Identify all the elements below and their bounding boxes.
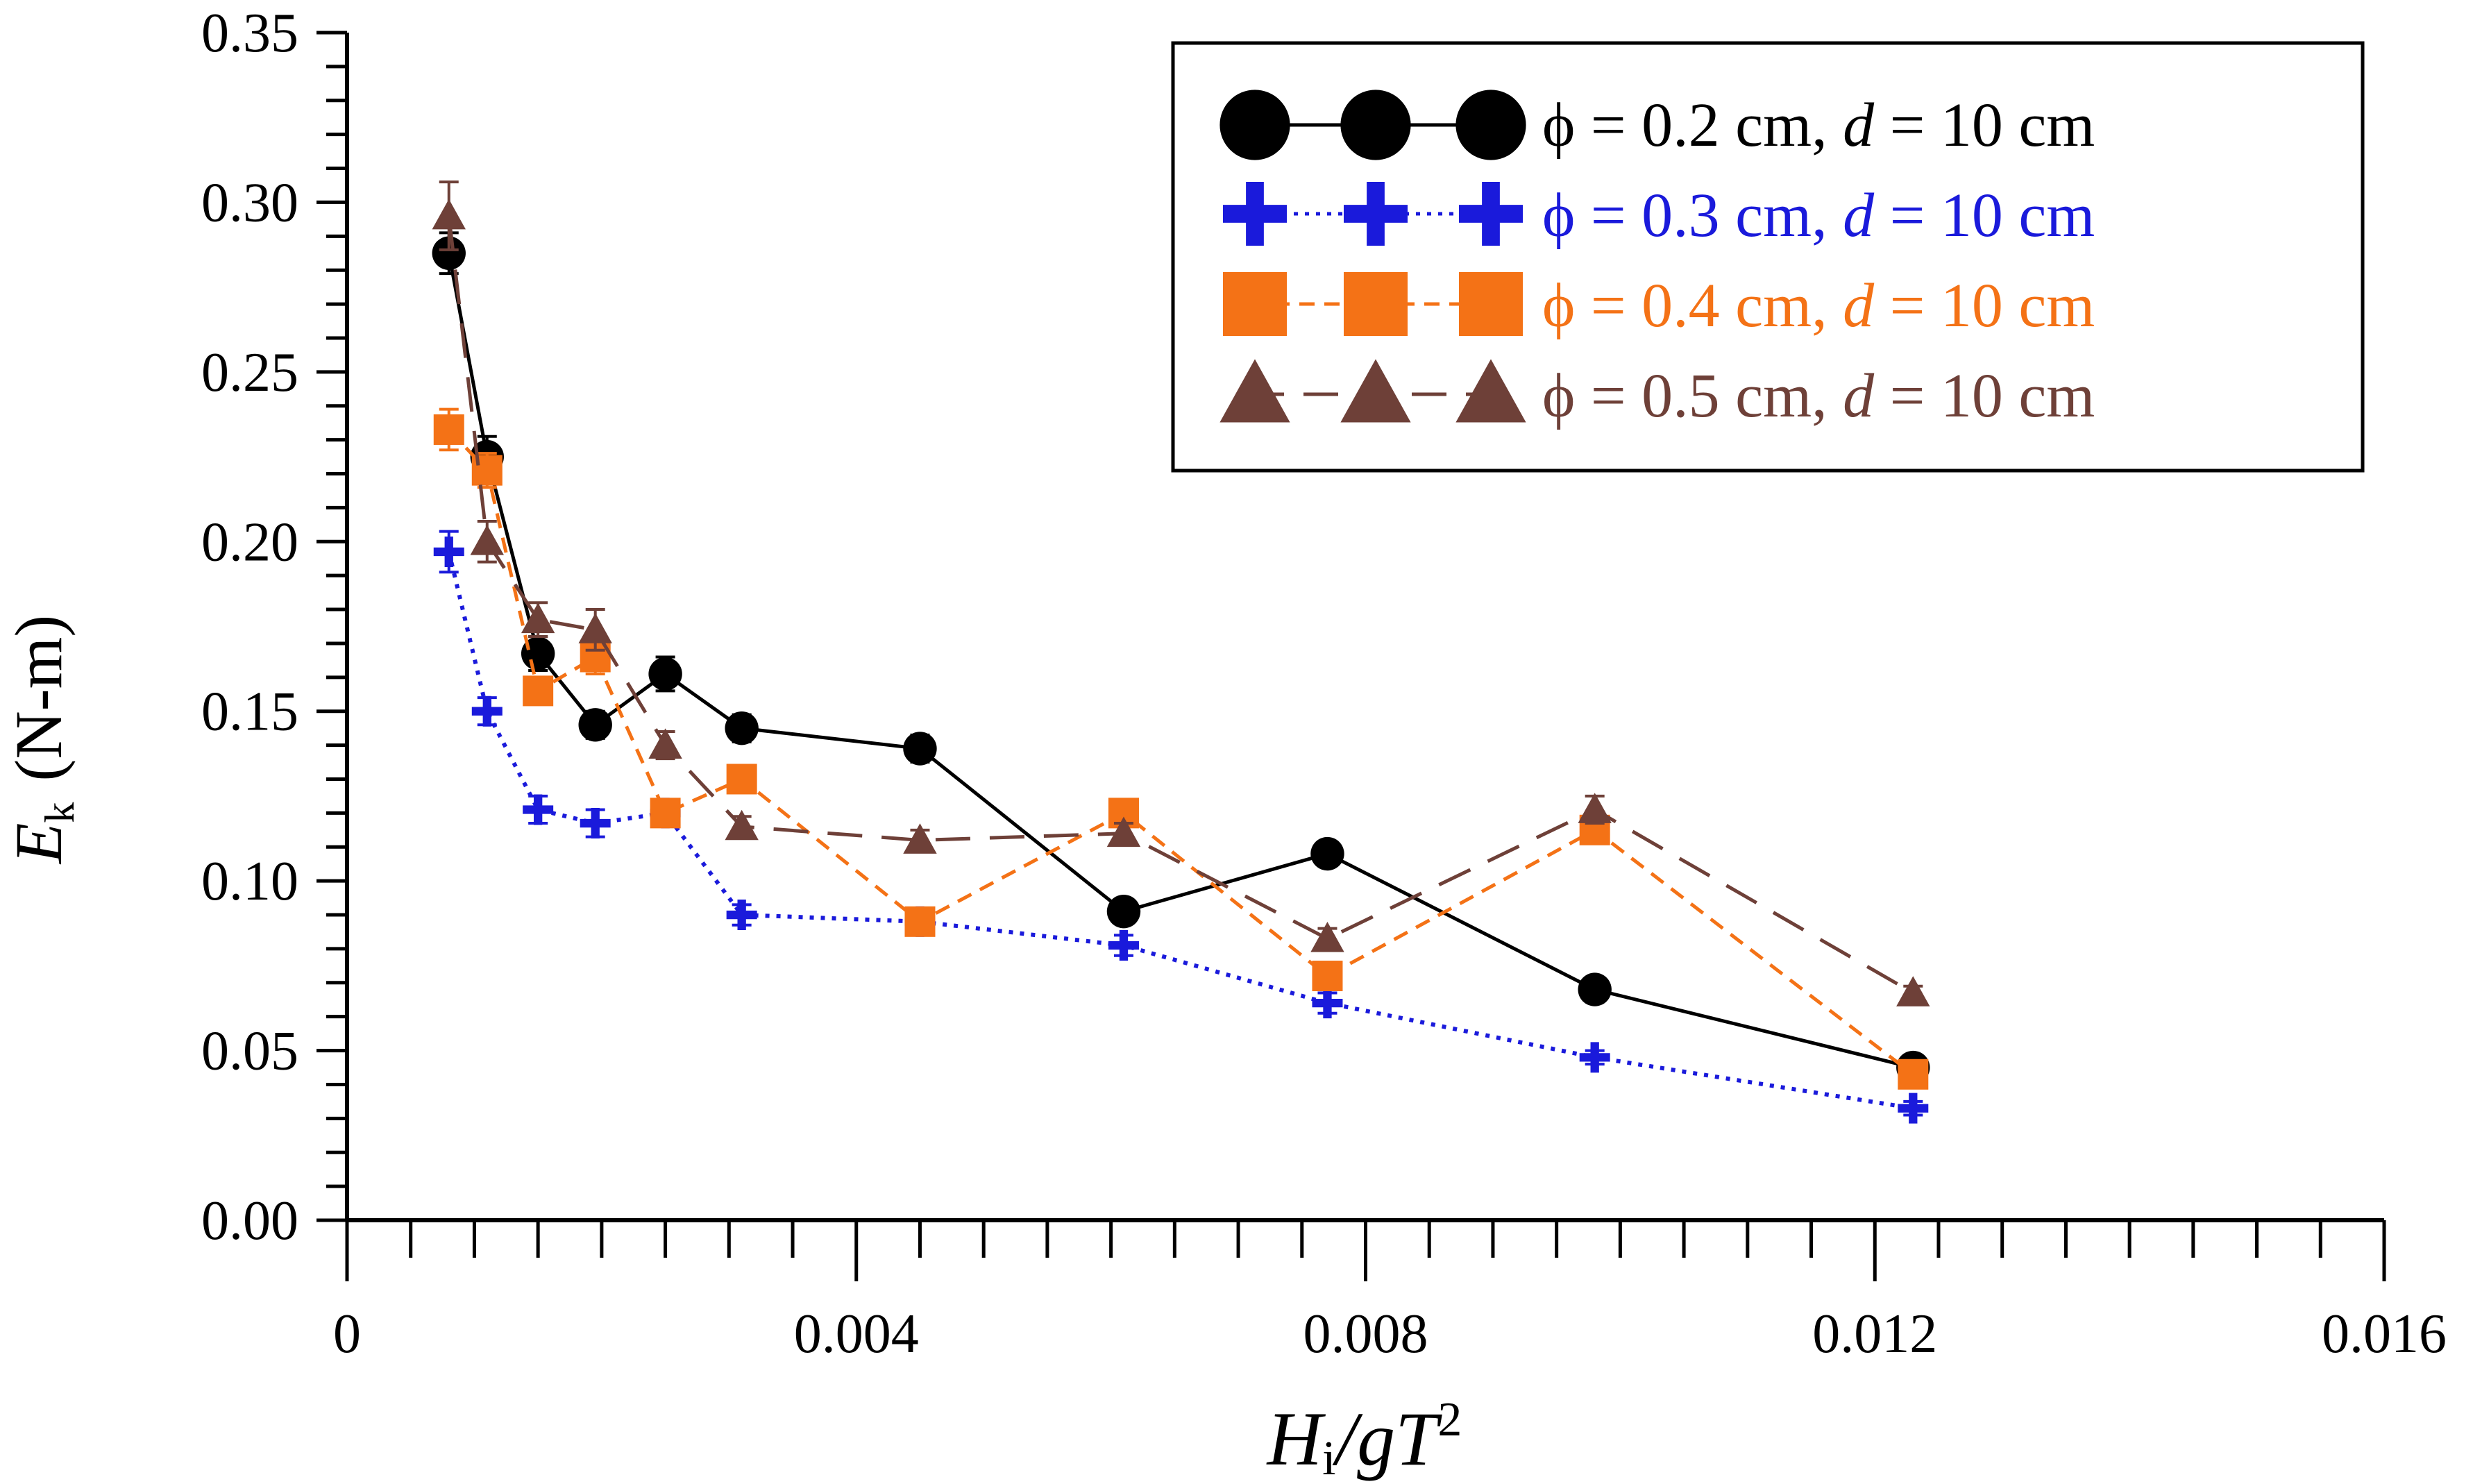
point-phi-0.5 (470, 525, 504, 555)
legend-label-phi-0.2: ϕ = 0.2 cm, d = 10 cm (1542, 91, 2095, 160)
legend-marker-phi-0.5 (1219, 359, 1290, 423)
x-axis-title-main: H (1266, 1397, 1326, 1481)
series-phi-0.5 (432, 180, 1930, 1006)
x-tick-label: 0.008 (1303, 1304, 1428, 1365)
x-axis-title-sub: i (1322, 1432, 1335, 1484)
x-axis-title-sup: 2 (1437, 1393, 1462, 1447)
y-tick-label: 0.35 (201, 3, 298, 64)
x-axis-title-rest: /gT (1332, 1397, 1443, 1481)
y-tick-label: 0.25 (201, 342, 298, 403)
point-phi-0.5 (903, 823, 937, 854)
point-phi-0.2 (578, 708, 612, 742)
legend: ϕ = 0.2 cm, d = 10 cm ϕ = 0.3 cm, d = 10… (1171, 41, 2365, 473)
series-phi-0.4 (433, 407, 1929, 1090)
point-phi-0.5 (1896, 976, 1930, 1006)
legend-marker-phi-0.2 (1219, 90, 1290, 160)
legend-marker-phi-0.4 (1459, 272, 1523, 336)
y-tick-label: 0.10 (201, 851, 298, 912)
point-phi-0.2 (903, 732, 937, 766)
legend-marker-phi-0.5 (1455, 359, 1526, 423)
point-phi-0.5 (521, 602, 555, 634)
y-tick-label: 0.20 (201, 512, 298, 573)
point-phi-0.3 (1108, 930, 1139, 961)
point-phi-0.3 (1579, 1042, 1610, 1073)
legend-marker-phi-0.4 (1223, 272, 1287, 336)
y-axis-title-unit: (N-m) (1, 615, 76, 782)
point-phi-0.4 (433, 414, 464, 445)
y-axis-title-main: E (1, 823, 76, 866)
point-phi-0.2 (1106, 894, 1141, 929)
point-phi-0.4 (726, 764, 757, 795)
point-phi-0.5 (725, 809, 759, 841)
x-axis-title: Hi/gT2 (1266, 1393, 1462, 1484)
point-phi-0.3 (433, 536, 464, 567)
legend-label-phi-0.3-d: d (1843, 181, 1875, 250)
legend-marker-phi-0.2 (1340, 90, 1411, 160)
plot-area (432, 180, 1930, 1124)
point-phi-0.5 (1578, 793, 1612, 823)
point-phi-0.5 (578, 613, 612, 643)
point-phi-0.5 (432, 199, 466, 230)
y-tick-label: 0.00 (201, 1190, 298, 1251)
legend-label-phi-0.2-d: d (1843, 91, 1875, 160)
legend-label-phi-0.3-b: = 10 cm (1874, 181, 2095, 250)
point-phi-0.3 (523, 794, 554, 825)
point-phi-0.2 (1310, 836, 1344, 871)
legend-label-phi-0.4-b: = 10 cm (1874, 271, 2095, 340)
point-phi-0.3 (580, 808, 611, 839)
point-phi-0.2 (432, 236, 466, 270)
point-phi-0.3 (726, 900, 757, 931)
axes: 0.00 0.05 0.10 0.15 0.20 0.25 0.30 0.35 0 0.004 0.… (201, 3, 2447, 1365)
legend-marker-phi-0.2 (1455, 90, 1526, 160)
legend-marker-phi-0.3 (1459, 182, 1523, 246)
point-phi-0.3 (1898, 1093, 1929, 1124)
x-tick-label: 0 (333, 1304, 361, 1365)
point-phi-0.4 (1312, 961, 1343, 992)
legend-marker-phi-0.3 (1344, 182, 1408, 246)
legend-label-phi-0.3-a: ϕ = 0.3 cm, (1542, 181, 1843, 250)
legend-marker-phi-0.3 (1223, 182, 1287, 246)
y-tick-label: 0.15 (201, 682, 298, 743)
x-tick-label: 0.012 (1812, 1304, 1937, 1365)
point-phi-0.2 (648, 657, 682, 691)
point-phi-0.5 (1106, 816, 1141, 848)
point-phi-0.3 (471, 695, 503, 727)
point-phi-0.2 (1578, 972, 1612, 1006)
series-line-phi-0.3 (446, 551, 1914, 1111)
legend-label-phi-0.2-b: = 10 cm (1874, 91, 2095, 160)
legend-marker-phi-0.4 (1344, 272, 1408, 336)
legend-marker-phi-0.5 (1340, 359, 1411, 423)
point-phi-0.5 (648, 728, 682, 759)
point-phi-0.4 (650, 798, 681, 829)
legend-label-phi-0.4-a: ϕ = 0.4 cm, (1542, 271, 1843, 340)
x-tick-label: 0.004 (794, 1304, 919, 1365)
legend-label-phi-0.5-a: ϕ = 0.5 cm, (1542, 362, 1843, 430)
point-phi-0.3 (1312, 988, 1343, 1019)
legend-label-phi-0.5-b: = 10 cm (1874, 362, 2095, 430)
point-phi-0.5 (1310, 922, 1344, 952)
legend-label-phi-0.4-d: d (1843, 271, 1875, 340)
legend-label-phi-0.3: ϕ = 0.3 cm, d = 10 cm (1542, 181, 2095, 250)
y-axis-title-sub: k (37, 802, 83, 823)
legend-label-phi-0.5: ϕ = 0.5 cm, d = 10 cm (1542, 362, 2095, 430)
point-phi-0.2 (725, 711, 759, 745)
legend-label-phi-0.2-a: ϕ = 0.2 cm, (1542, 91, 1843, 160)
legend-label-phi-0.5-d: d (1843, 362, 1875, 430)
legend-label-phi-0.4: ϕ = 0.4 cm, d = 10 cm (1542, 271, 2095, 340)
legend-swatches (1219, 90, 1526, 423)
point-phi-0.4 (904, 906, 936, 937)
y-tick-label: 0.05 (201, 1021, 298, 1082)
point-phi-0.4 (523, 675, 554, 707)
point-phi-0.4 (1898, 1059, 1929, 1090)
y-tick-label: 0.30 (201, 172, 298, 233)
y-axis-title: Ek (N-m) (1, 615, 83, 866)
x-tick-label: 0.016 (2322, 1304, 2447, 1365)
